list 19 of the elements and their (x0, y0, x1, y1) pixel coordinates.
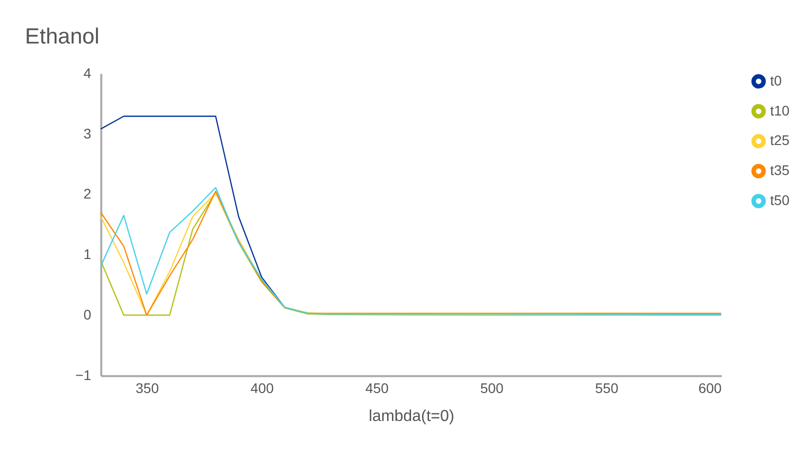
y-tick-label: 2 (84, 186, 92, 202)
legend-label: t0 (770, 72, 782, 88)
legend-label: t10 (770, 102, 790, 118)
x-tick-label: 600 (698, 380, 722, 396)
legend-label: t35 (770, 162, 790, 178)
y-tick-label: 4 (84, 64, 92, 81)
y-tick-label: 3 (84, 125, 92, 142)
x-axis-title: lambda(t=0) (368, 408, 454, 425)
y-tick-label: 1 (84, 246, 92, 262)
legend-label: t25 (770, 132, 790, 148)
x-tick-label: 500 (480, 380, 504, 396)
x-tick-label: 450 (365, 380, 389, 396)
x-tick-label: 400 (250, 380, 274, 396)
y-tick-label: 0 (84, 306, 92, 323)
x-tick-label: 350 (136, 380, 160, 396)
chart-title: Ethanol (24, 23, 100, 48)
legend-label: t50 (770, 192, 790, 208)
x-tick-label: 550 (595, 380, 619, 396)
y-tick-label: −1 (75, 367, 92, 384)
